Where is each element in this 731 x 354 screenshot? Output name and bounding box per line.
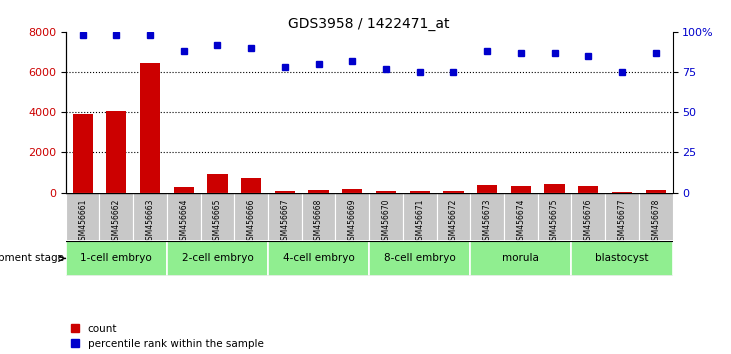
Bar [66,241,167,276]
Bar [504,193,538,241]
Text: GSM456671: GSM456671 [415,198,424,245]
Bar [578,186,599,193]
Text: morula: morula [502,253,539,263]
Bar [302,193,336,241]
Bar [605,193,639,241]
Text: GSM456665: GSM456665 [213,198,222,245]
Legend: count, percentile rank within the sample: count, percentile rank within the sample [71,324,264,349]
Text: GSM456678: GSM456678 [651,198,660,245]
Bar [538,193,572,241]
Bar [436,193,470,241]
Bar [612,192,632,193]
Bar [167,193,200,241]
Bar [572,193,605,241]
Bar [275,190,295,193]
Text: GSM456676: GSM456676 [584,198,593,245]
Bar [409,191,430,193]
Bar [106,111,126,193]
Bar [241,178,261,193]
Bar [572,241,673,276]
Bar [235,193,268,241]
Text: blastocyst: blastocyst [595,253,648,263]
Bar [477,185,497,193]
Text: GSM456674: GSM456674 [516,198,526,245]
Bar [639,193,673,241]
Text: 4-cell embryo: 4-cell embryo [283,253,355,263]
Text: GSM456663: GSM456663 [145,198,154,245]
Text: GSM456675: GSM456675 [550,198,559,245]
Text: GSM456677: GSM456677 [618,198,626,245]
Text: GSM456668: GSM456668 [314,198,323,245]
Text: GSM456661: GSM456661 [78,198,87,245]
Bar [342,189,363,193]
Bar [470,241,572,276]
Text: GSM456670: GSM456670 [382,198,390,245]
Bar [140,63,160,193]
Bar [133,193,167,241]
Bar [308,190,329,193]
Text: GSM456673: GSM456673 [482,198,492,245]
Bar [72,114,93,193]
Text: GSM456666: GSM456666 [246,198,256,245]
Bar [369,193,403,241]
Bar [268,193,302,241]
Text: GSM456669: GSM456669 [348,198,357,245]
Bar [376,191,396,193]
Title: GDS3958 / 1422471_at: GDS3958 / 1422471_at [289,17,450,31]
Text: development stage: development stage [0,253,64,263]
Bar [66,193,99,241]
Bar [403,193,436,241]
Text: 2-cell embryo: 2-cell embryo [181,253,254,263]
Bar [167,241,268,276]
Text: 1-cell embryo: 1-cell embryo [80,253,152,263]
Bar [268,241,369,276]
Bar [208,175,227,193]
Text: GSM456664: GSM456664 [179,198,189,245]
Bar [200,193,235,241]
Bar [174,187,194,193]
Bar [545,184,564,193]
Bar [511,186,531,193]
Bar [99,193,133,241]
Text: GSM456662: GSM456662 [112,198,121,245]
Bar [369,241,470,276]
Bar [645,189,666,193]
Text: 8-cell embryo: 8-cell embryo [384,253,455,263]
Bar [336,193,369,241]
Text: GSM456667: GSM456667 [281,198,289,245]
Text: GSM456672: GSM456672 [449,198,458,245]
Bar [443,191,463,193]
Bar [470,193,504,241]
